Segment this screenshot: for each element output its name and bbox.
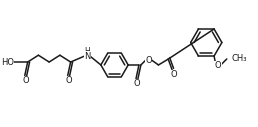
Text: O: O — [134, 79, 140, 88]
Text: O: O — [215, 61, 221, 70]
Text: O: O — [171, 70, 178, 79]
Text: N: N — [84, 52, 90, 61]
Text: O: O — [22, 76, 29, 85]
Text: HO: HO — [1, 58, 14, 67]
Text: CH₃: CH₃ — [232, 54, 247, 64]
Text: H: H — [84, 47, 90, 56]
Text: O: O — [65, 76, 72, 85]
Text: O: O — [145, 56, 152, 65]
